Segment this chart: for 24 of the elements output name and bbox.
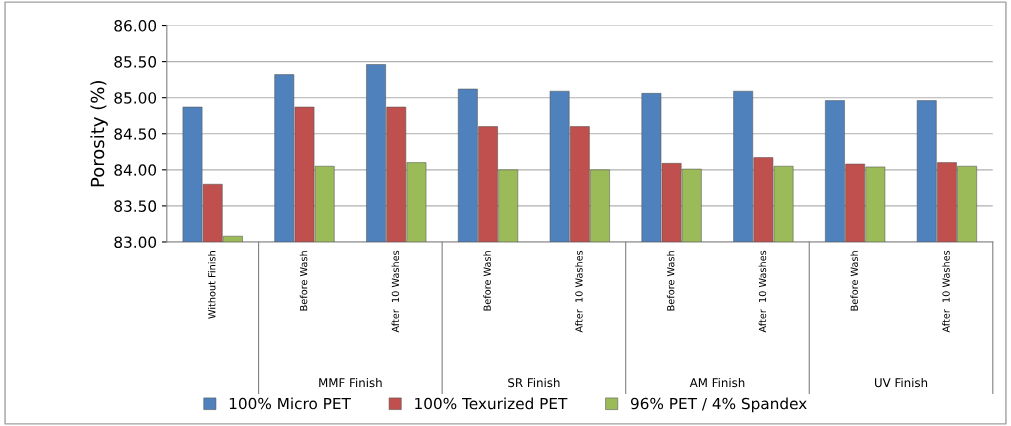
x-tick-label: After 10 Washes [758,250,767,333]
y-tick-label: 83.50 [114,200,157,212]
legend-label: 100% Micro PET [229,397,351,410]
x-tick-label: After 10 Washes [575,250,583,333]
x-tick-label: Without Finish [208,251,216,319]
text: SR Finish [508,378,560,388]
y-tick-label: 84.00 [114,164,157,176]
y-tick-label: 85.00 [114,92,157,104]
x-tick-label: Before Wash [483,251,491,311]
text: AM Finish [689,378,745,388]
x-tick-label: Before Wash [299,251,308,311]
x-tick-label: After 10 Washes [942,250,950,333]
x-tick-label: Before Wash [666,251,675,311]
y-axis-title: Porosity (%) [90,81,108,187]
text: MMF Finish [319,378,382,388]
text: UV Finish [875,378,928,388]
y-tick-label: 84.50 [114,128,157,140]
y-tick-label: 86.00 [114,20,157,32]
x-tick-label: Before Wash [850,251,858,311]
legend-label: 96% PET / 4% Spandex [630,397,807,413]
legend-label: 100% Texurized PET [415,397,568,410]
x-tick-label: After 10 Washes [391,250,400,333]
y-tick-label: 83.00 [114,236,157,248]
y-tick-label: 85.50 [114,56,157,68]
